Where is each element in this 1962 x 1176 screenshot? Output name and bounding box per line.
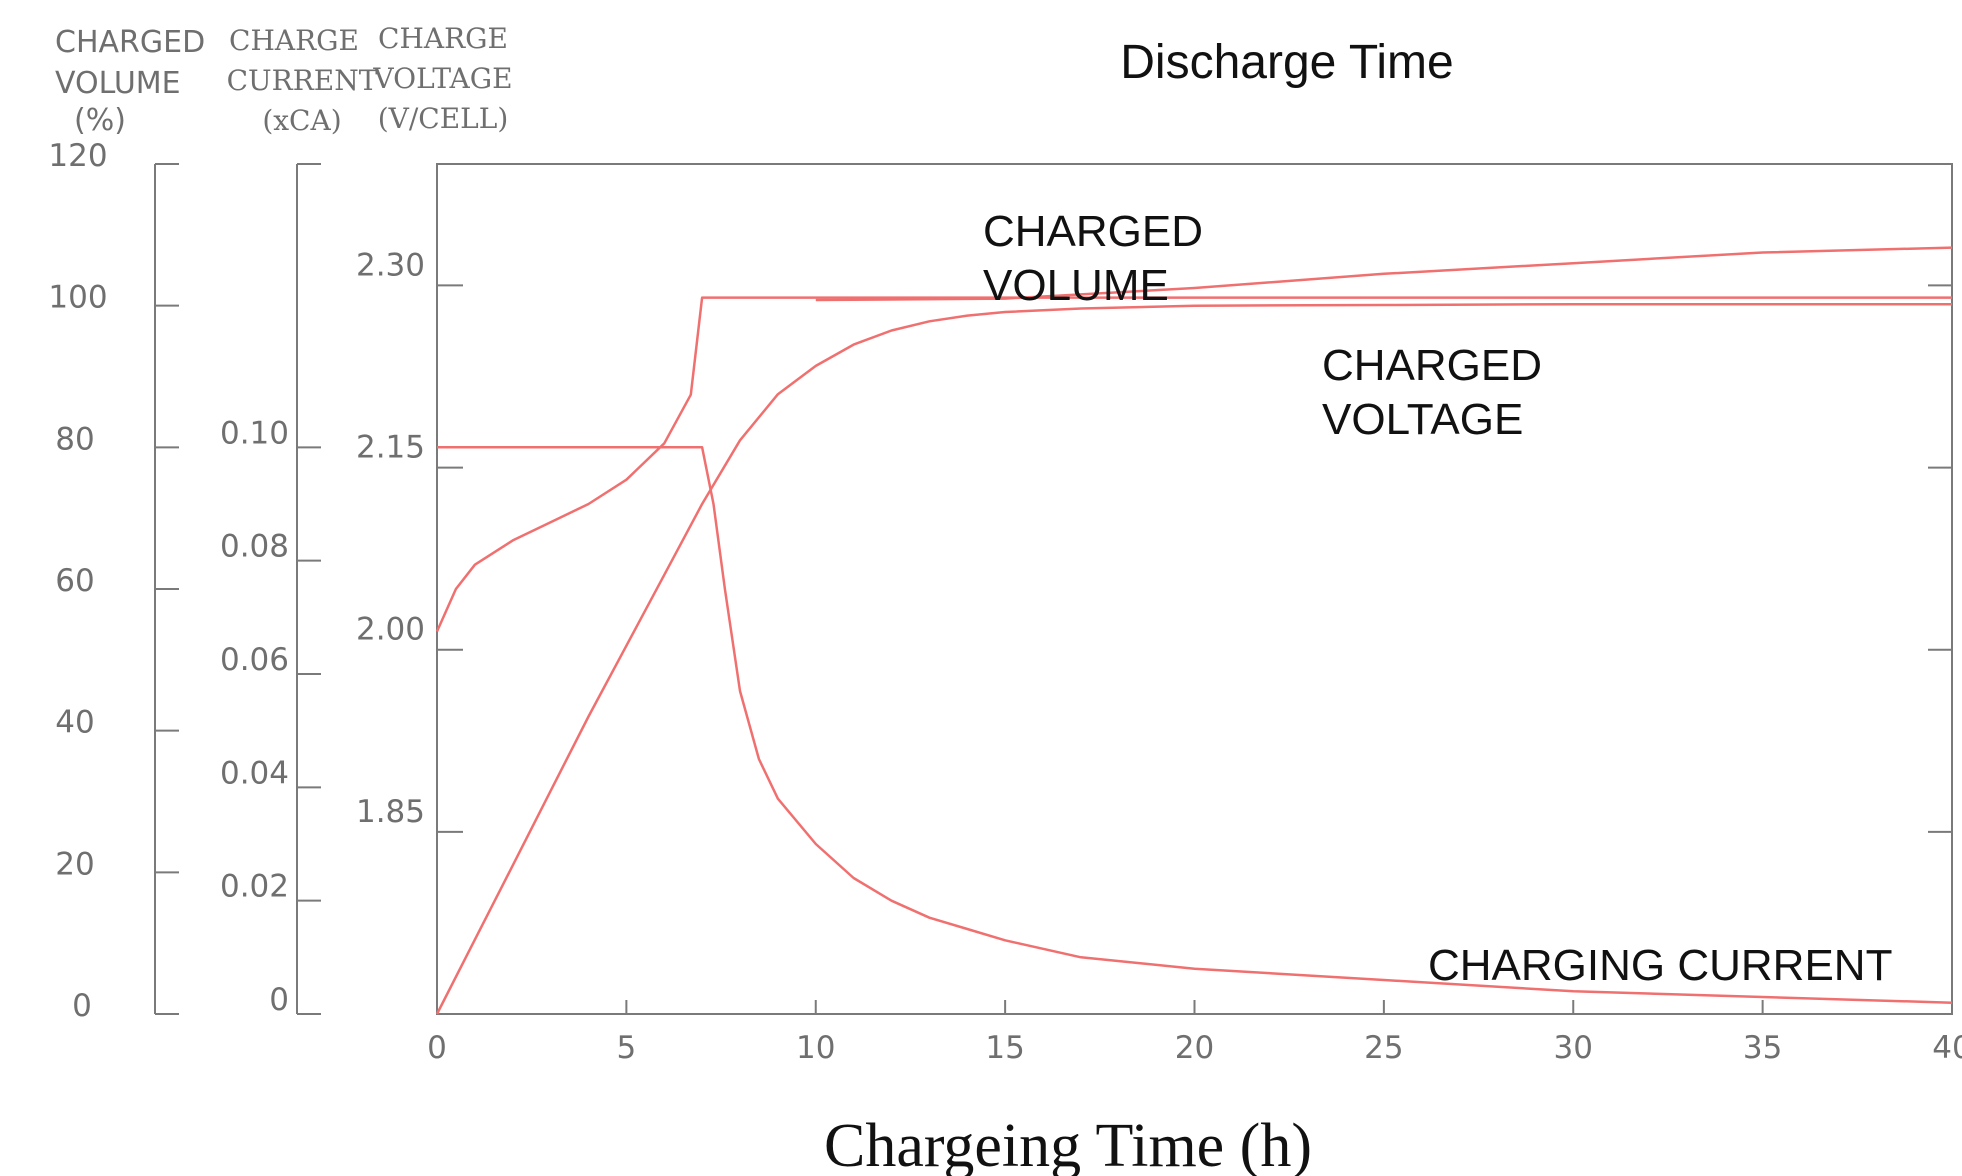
volume-tick-label: 20 <box>55 846 94 882</box>
x-tick-label: 35 <box>1743 1030 1782 1066</box>
current-axis: 0 0.02 0.04 0.06 0.08 0.10 <box>220 163 321 1018</box>
volume-axis-title-line-3: (%) <box>74 103 126 138</box>
charged-voltage-label-line-1: CHARGED <box>1322 341 1542 390</box>
x-axis-label: Chargeing Time (h) <box>824 1112 1312 1176</box>
charged-volume-label-line-1: CHARGED <box>983 207 1203 256</box>
voltage-axis-title: CHARGE VOLTAGE (V/CELL) <box>372 22 512 135</box>
voltage-tick-label: 2.15 <box>356 430 425 466</box>
x-tick-label: 5 <box>617 1030 637 1066</box>
volume-tick-label: 40 <box>55 705 94 741</box>
voltage-tick-label: 2.00 <box>356 612 425 648</box>
x-tick-label: 0 <box>427 1030 447 1066</box>
current-tick-label: 0.08 <box>220 529 289 565</box>
volume-axis-title: CHARGED VOLUME (%) <box>55 25 205 138</box>
x-tick-label: 20 <box>1175 1030 1214 1066</box>
volume-axis-title-line-1: CHARGED <box>55 25 205 60</box>
current-tick-label: 0.10 <box>220 415 289 451</box>
current-tick-label: 0.04 <box>220 755 289 791</box>
series-lines <box>435 246 1953 1015</box>
voltage-tick-label: 1.85 <box>356 794 425 830</box>
volume-tick-label: 100 <box>48 280 107 316</box>
volume-tick-label: 0 <box>72 988 92 1024</box>
voltage-axis-title-line-1: CHARGE <box>378 22 508 55</box>
x-axis: 0 5 10 15 20 25 30 35 40 <box>427 1000 1962 1066</box>
voltage-axis-title-line-3: (V/CELL) <box>378 102 509 135</box>
volume-tick-label: 120 <box>48 138 107 174</box>
x-tick-label: 40 <box>1932 1030 1962 1066</box>
x-tick-label: 25 <box>1364 1030 1403 1066</box>
x-tick-label: 10 <box>796 1030 835 1066</box>
series-line-charged-volume <box>435 302 1952 1015</box>
voltage-axis-title-line-2: VOLTAGE <box>372 62 512 95</box>
current-axis-title-line-1: CHARGE <box>229 24 359 57</box>
current-axis-title: CHARGE CURRENT (xCA) <box>227 24 378 137</box>
charged-voltage-label-line-2: VOLTAGE <box>1322 395 1523 444</box>
voltage-tick-label: 2.30 <box>356 247 425 283</box>
charged-volume-label-line-2: VOLUME <box>983 261 1169 310</box>
current-tick-label: 0.06 <box>220 642 289 678</box>
current-tick-label: 0 <box>269 982 289 1018</box>
charged-volume-label: CHARGED VOLUME <box>983 207 1203 310</box>
plot-frame <box>436 163 1953 1015</box>
volume-axis: 0 20 40 60 80 100 120 <box>48 138 179 1024</box>
x-tick-label: 15 <box>985 1030 1024 1066</box>
volume-tick-label: 80 <box>55 421 94 457</box>
current-axis-title-line-2: CURRENT <box>227 64 378 97</box>
series-line-charging-current <box>437 446 1953 1004</box>
voltage-axis: 1.85 2.00 2.15 2.30 <box>356 247 1952 833</box>
volume-axis-title-line-2: VOLUME <box>55 66 181 101</box>
series-line-charged-voltage <box>435 296 1952 633</box>
x-tick-label: 30 <box>1554 1030 1593 1066</box>
charging-current-label: CHARGING CURRENT <box>1428 941 1892 990</box>
charged-voltage-label: CHARGED VOLTAGE <box>1322 341 1542 444</box>
volume-tick-label: 60 <box>55 563 94 599</box>
chart-title: Discharge Time <box>1120 36 1453 89</box>
current-tick-label: 0.02 <box>220 869 289 905</box>
plot-area-border <box>436 163 1953 1015</box>
current-axis-title-line-3: (xCA) <box>262 104 341 137</box>
series-line-charged-volume-upper-curve <box>815 246 1953 302</box>
